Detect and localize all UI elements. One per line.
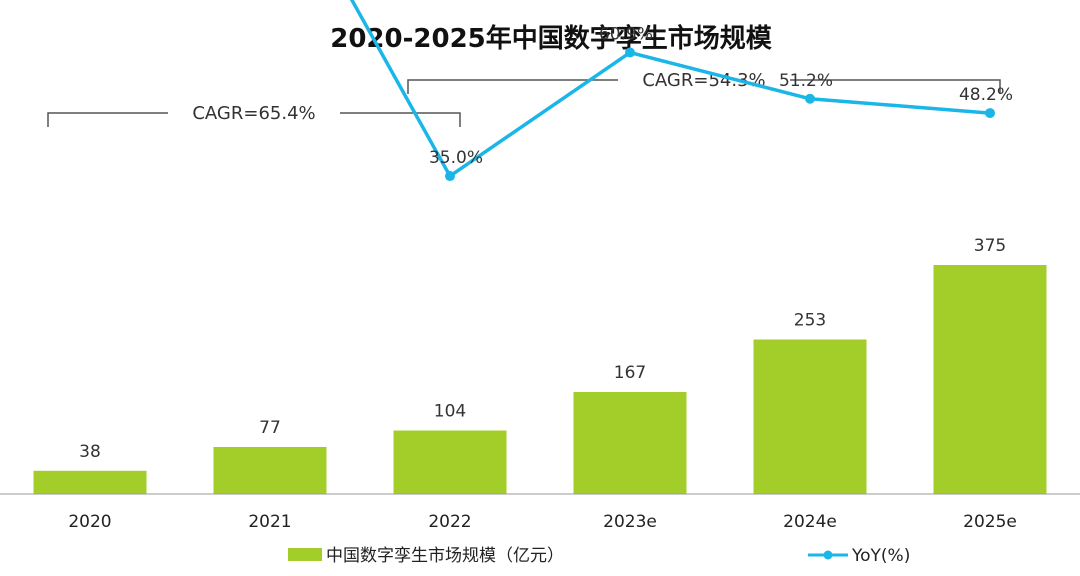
x-tick-label: 2025e	[963, 512, 1017, 532]
x-tick-label: 2020	[68, 512, 111, 532]
cagr-bracket: CAGR=65.4%	[47, 103, 461, 127]
x-tick-label: 2021	[248, 512, 291, 532]
cagr-label: CAGR=54.3%	[642, 70, 765, 91]
bar	[573, 392, 687, 494]
cagr-bracket-left	[407, 79, 618, 94]
bar	[33, 470, 147, 494]
x-tick-label: 2024e	[783, 512, 837, 532]
cagr-annotations: CAGR=65.4% CAGR=54.3%	[47, 70, 1001, 127]
x-tick-label: 2023e	[603, 512, 657, 532]
bar	[753, 339, 867, 494]
legend-bar-swatch	[288, 548, 322, 561]
yoy-point	[985, 108, 995, 119]
legend-bar-label: 中国数字孪生市场规模（亿元）	[326, 546, 564, 566]
cagr-bracket-right	[340, 112, 461, 127]
yoy-value-label: 48.2%	[959, 85, 1013, 105]
yoy-value-label: 51.2%	[779, 71, 833, 91]
bar	[213, 446, 327, 494]
cagr-bracket: CAGR=54.3%	[407, 70, 1001, 94]
yoy-point	[625, 47, 635, 58]
bar-value-label: 38	[79, 442, 101, 462]
legend-line-marker	[823, 550, 833, 560]
bar	[393, 430, 507, 494]
legend: 中国数字孪生市场规模（亿元） YoY(%)	[288, 546, 910, 566]
x-tick-label: 2022	[428, 512, 471, 532]
yoy-point	[445, 171, 455, 182]
yoy-point	[805, 93, 815, 104]
yoy-value-label: 60.9%	[599, 25, 653, 45]
bar-value-label: 253	[794, 311, 826, 331]
bar-value-label: 104	[434, 401, 466, 421]
cagr-label: CAGR=65.4%	[192, 103, 315, 124]
cagr-bracket-left	[47, 112, 168, 127]
yoy-value-label: 35.0%	[429, 148, 483, 168]
bar	[933, 265, 1047, 494]
yoy-series: 102.7%35.0%60.9%51.2%48.2%	[349, 0, 1013, 182]
cagr-bracket-right	[790, 79, 1001, 94]
x-axis-ticks: 2020 2021 2022 2023e 2024e 2025e	[68, 512, 1017, 532]
legend-line-label: YoY(%)	[851, 546, 910, 566]
chart-title: 2020-2025年中国数字孪生市场规模	[330, 23, 773, 54]
bar-value-label: 375	[974, 236, 1006, 256]
bar-series: 38 77 104 167 253 375	[33, 236, 1047, 494]
bar-value-label: 77	[259, 418, 281, 438]
bar-value-label: 167	[614, 363, 646, 383]
